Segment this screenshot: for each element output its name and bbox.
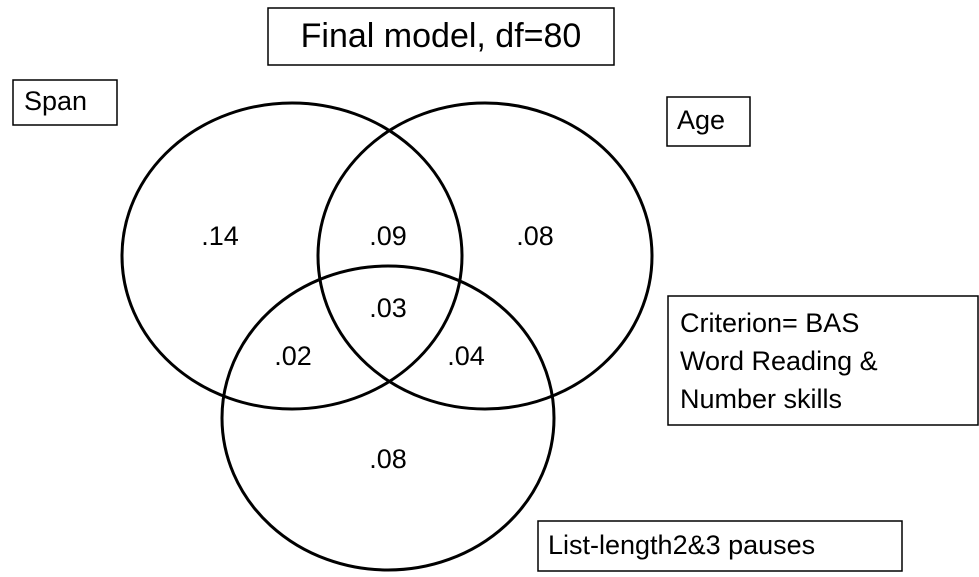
region-value: .14	[201, 221, 239, 251]
span-circle	[120, 101, 464, 411]
set-label: Span	[24, 86, 87, 116]
title: Final model, df=80	[301, 17, 582, 55]
region-value: .08	[516, 221, 554, 251]
set-label: List-length2&3 pauses	[548, 530, 815, 560]
age-label-box	[666, 96, 751, 147]
criterion-box	[667, 295, 979, 426]
region-value: .03	[369, 293, 407, 323]
list-length-circle	[220, 264, 556, 572]
set-label: Age	[677, 105, 725, 135]
region-value: .09	[369, 221, 407, 251]
criterion-line: Word Reading &	[680, 346, 878, 376]
region-value: .04	[447, 341, 485, 371]
region-value: .02	[274, 341, 312, 371]
list-length-label-box	[537, 520, 903, 572]
title-box	[267, 7, 615, 66]
span-label-box	[12, 79, 118, 126]
criterion-line: Criterion= BAS	[680, 308, 859, 338]
criterion-line: Number skills	[680, 384, 842, 414]
region-value: .08	[369, 444, 407, 474]
age-circle	[316, 101, 654, 411]
